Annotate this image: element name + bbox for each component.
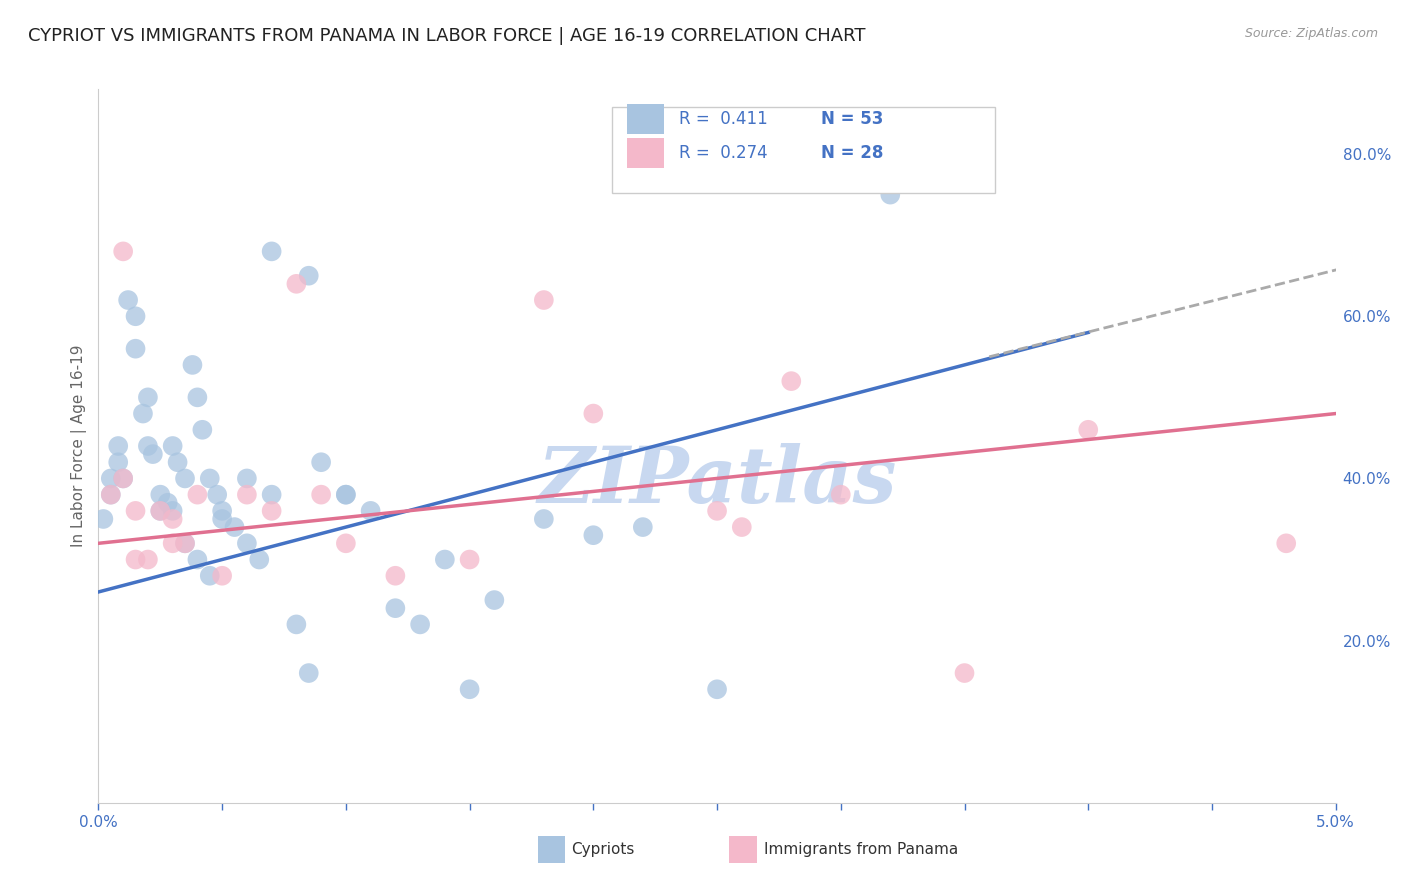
Point [100, 471, 122, 485]
Point [484, 593, 506, 607]
Text: Immigrants from Panama: Immigrants from Panama [763, 842, 959, 857]
Point [236, 471, 259, 485]
Point [285, 277, 308, 291]
Point [198, 471, 221, 485]
Point [879, 187, 901, 202]
Point [211, 512, 233, 526]
Text: N = 53: N = 53 [821, 111, 883, 128]
Point [166, 455, 188, 469]
Point [142, 447, 165, 461]
Point [582, 407, 605, 421]
Point [174, 536, 197, 550]
Text: N = 28: N = 28 [821, 144, 883, 161]
Point [309, 488, 332, 502]
Point [236, 536, 259, 550]
Point [156, 496, 179, 510]
Point [100, 488, 122, 502]
Point [186, 488, 208, 502]
Point [1275, 536, 1298, 550]
Point [162, 536, 184, 550]
Point [174, 536, 197, 550]
Point [149, 488, 172, 502]
Point [211, 568, 233, 582]
Bar [730, 837, 756, 863]
Point [136, 390, 159, 404]
Point [706, 504, 728, 518]
Point [132, 407, 155, 421]
Point [360, 504, 382, 518]
Point [205, 488, 228, 502]
Point [107, 455, 129, 469]
Point [533, 293, 555, 307]
Point [1077, 423, 1099, 437]
Point [162, 512, 184, 526]
Point [117, 293, 139, 307]
Text: CYPRIOT VS IMMIGRANTS FROM PANAMA IN LABOR FORCE | AGE 16-19 CORRELATION CHART: CYPRIOT VS IMMIGRANTS FROM PANAMA IN LAB… [28, 27, 866, 45]
Point [433, 552, 456, 566]
Point [136, 552, 159, 566]
Point [107, 439, 129, 453]
Point [384, 601, 406, 615]
Point [211, 504, 233, 518]
Point [706, 682, 728, 697]
Point [162, 504, 184, 518]
Text: Source: ZipAtlas.com: Source: ZipAtlas.com [1244, 27, 1378, 40]
Point [409, 617, 432, 632]
Point [533, 512, 555, 526]
Point [124, 310, 146, 324]
Point [631, 520, 654, 534]
Point [285, 617, 308, 632]
Point [174, 471, 197, 485]
Point [224, 520, 246, 534]
Point [112, 471, 135, 485]
FancyBboxPatch shape [612, 107, 995, 193]
Point [149, 504, 172, 518]
Point [458, 552, 481, 566]
Point [260, 504, 283, 518]
Bar [537, 837, 565, 863]
Point [162, 439, 184, 453]
Text: R =  0.411: R = 0.411 [679, 111, 768, 128]
Point [136, 439, 159, 453]
Point [335, 488, 357, 502]
Point [191, 423, 214, 437]
Point [149, 504, 172, 518]
Point [93, 512, 115, 526]
Point [953, 666, 976, 681]
Point [112, 244, 135, 259]
Point [124, 504, 146, 518]
Point [112, 471, 135, 485]
Text: ZIPatlas: ZIPatlas [537, 443, 897, 520]
Point [124, 342, 146, 356]
Point [335, 488, 357, 502]
Point [247, 552, 270, 566]
Text: Cypriots: Cypriots [571, 842, 634, 857]
Y-axis label: In Labor Force | Age 16-19: In Labor Force | Age 16-19 [72, 344, 87, 548]
Point [186, 552, 208, 566]
Point [124, 552, 146, 566]
Point [260, 244, 283, 259]
Bar [627, 104, 664, 134]
Point [384, 568, 406, 582]
Point [186, 390, 208, 404]
Point [181, 358, 204, 372]
Point [582, 528, 605, 542]
Point [780, 374, 803, 388]
Point [100, 488, 122, 502]
Point [731, 520, 754, 534]
Point [335, 536, 357, 550]
Point [260, 488, 283, 502]
Point [458, 682, 481, 697]
Point [309, 455, 332, 469]
Point [830, 488, 852, 502]
Text: R =  0.274: R = 0.274 [679, 144, 768, 161]
Point [298, 268, 321, 283]
Point [236, 488, 259, 502]
Point [298, 666, 321, 681]
Bar [627, 137, 664, 168]
Point [198, 568, 221, 582]
